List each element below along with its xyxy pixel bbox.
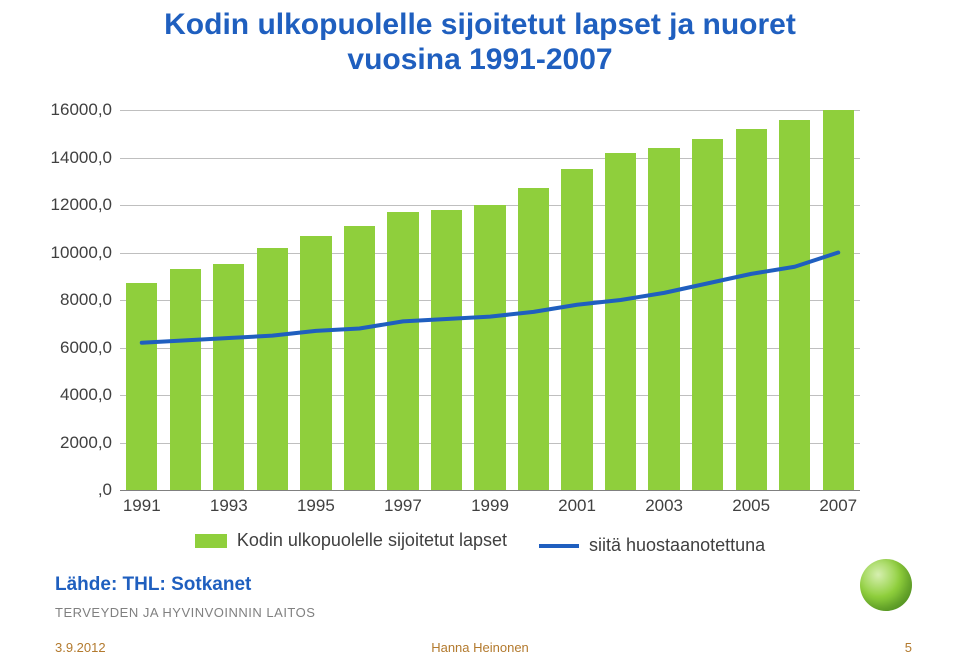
y-tick-label: 4000,0 xyxy=(12,385,112,405)
legend-swatch-line xyxy=(539,544,579,548)
legend-item: Kodin ulkopuolelle sijoitetut lapset xyxy=(195,530,507,551)
slide: Kodin ulkopuolelle sijoitetut lapset ja … xyxy=(0,0,960,661)
x-axis-ticks: 1991 1993 1995 1997 1999 2001 2003 2005 2007 xyxy=(120,496,860,520)
globe-icon xyxy=(860,559,912,611)
legend: Kodin ulkopuolelle sijoitetut lapset siit… xyxy=(0,530,960,556)
bar xyxy=(561,169,592,490)
bar xyxy=(648,148,679,490)
x-tick-label: 2001 xyxy=(558,496,596,516)
x-tick-label: 1991 xyxy=(123,496,161,516)
footer-author: Hanna Heinonen xyxy=(0,640,960,655)
legend-item: siitä huostaanotettuna xyxy=(539,535,765,556)
y-tick-label: 12000,0 xyxy=(12,195,112,215)
y-tick-label: 8000,0 xyxy=(12,290,112,310)
legend-label: Kodin ulkopuolelle sijoitetut lapset xyxy=(237,530,507,551)
x-tick-label: 1995 xyxy=(297,496,335,516)
bar xyxy=(823,110,854,490)
bar xyxy=(736,129,767,490)
bar xyxy=(170,269,201,490)
title-line2: vuosina 1991-2007 xyxy=(0,43,960,78)
gridline xyxy=(120,490,860,491)
x-tick-label: 1997 xyxy=(384,496,422,516)
legend-swatch-bar xyxy=(195,534,227,548)
x-tick-label: 2003 xyxy=(645,496,683,516)
bar xyxy=(474,205,505,490)
legend-label: siitä huostaanotettuna xyxy=(589,535,765,556)
footer-page: 5 xyxy=(905,640,912,655)
title-line1: Kodin ulkopuolelle sijoitetut lapset ja … xyxy=(0,8,960,43)
org-label: TERVEYDEN JA HYVINVOINNIN LAITOS xyxy=(55,605,315,620)
y-tick-label: 16000,0 xyxy=(12,100,112,120)
bar xyxy=(518,188,549,490)
y-tick-label: 14000,0 xyxy=(12,148,112,168)
bar xyxy=(605,153,636,490)
plot xyxy=(120,110,860,490)
bar xyxy=(300,236,331,490)
y-tick-label: ,0 xyxy=(12,480,112,500)
y-tick-label: 10000,0 xyxy=(12,243,112,263)
chart-title: Kodin ulkopuolelle sijoitetut lapset ja … xyxy=(0,8,960,77)
bar xyxy=(779,120,810,491)
bar-series xyxy=(120,110,860,490)
chart-area: ,02000,04000,06000,08000,010000,012000,0… xyxy=(120,110,860,490)
x-tick-label: 2007 xyxy=(819,496,857,516)
bar xyxy=(431,210,462,490)
bar xyxy=(344,226,375,490)
bar xyxy=(257,248,288,490)
bar xyxy=(213,264,244,490)
x-tick-label: 1993 xyxy=(210,496,248,516)
y-tick-label: 2000,0 xyxy=(12,433,112,453)
x-tick-label: 2005 xyxy=(732,496,770,516)
y-tick-label: 6000,0 xyxy=(12,338,112,358)
bar xyxy=(126,283,157,490)
bar xyxy=(692,139,723,491)
bar xyxy=(387,212,418,490)
x-tick-label: 1999 xyxy=(471,496,509,516)
source-label: Lähde: THL: Sotkanet xyxy=(55,574,251,596)
